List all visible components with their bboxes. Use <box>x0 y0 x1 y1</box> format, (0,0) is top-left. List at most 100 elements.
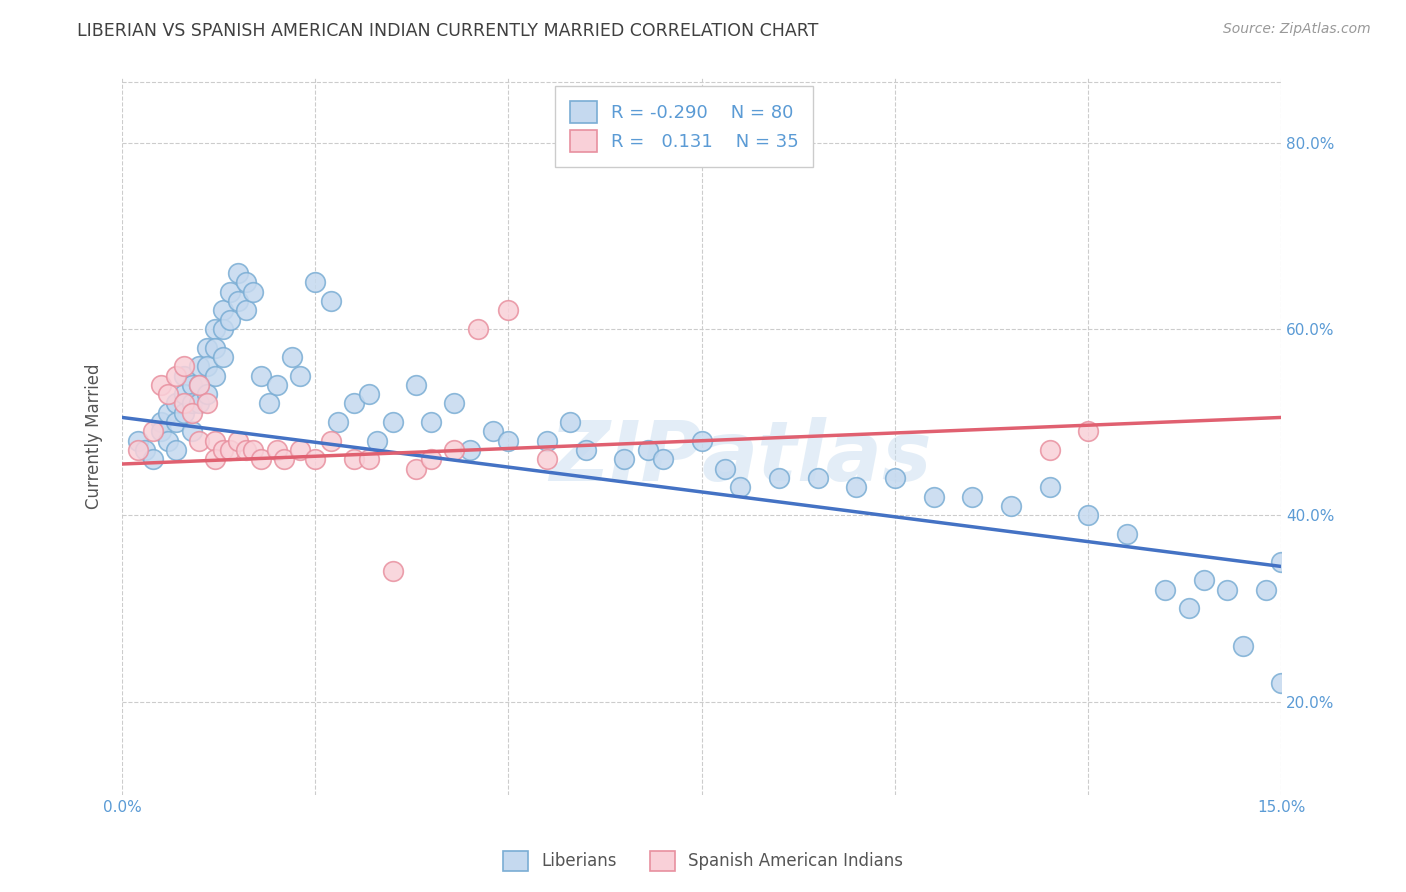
Point <box>204 368 226 383</box>
Point <box>328 415 350 429</box>
Point <box>204 452 226 467</box>
Point <box>304 276 326 290</box>
Point <box>458 443 481 458</box>
Point <box>211 303 233 318</box>
Point <box>165 396 187 410</box>
Text: Source: ZipAtlas.com: Source: ZipAtlas.com <box>1223 22 1371 37</box>
Point <box>195 359 218 374</box>
Point <box>219 285 242 299</box>
Point <box>173 387 195 401</box>
Point <box>845 480 868 494</box>
Point <box>157 406 180 420</box>
Point <box>498 303 520 318</box>
Point <box>498 434 520 448</box>
Point <box>180 377 202 392</box>
Text: atlas: atlas <box>702 417 932 498</box>
Point <box>235 276 257 290</box>
Point <box>420 452 443 467</box>
Point <box>242 285 264 299</box>
Point <box>173 359 195 374</box>
Point <box>188 377 211 392</box>
Point <box>304 452 326 467</box>
Point <box>204 322 226 336</box>
Point <box>359 452 381 467</box>
Point <box>195 396 218 410</box>
Point <box>1154 582 1177 597</box>
Point <box>127 434 149 448</box>
Point <box>157 434 180 448</box>
Point <box>211 350 233 364</box>
Point <box>1038 443 1060 458</box>
Point <box>165 415 187 429</box>
Point <box>359 387 381 401</box>
Point <box>560 415 582 429</box>
Point <box>273 452 295 467</box>
Point <box>266 443 288 458</box>
Point <box>188 377 211 392</box>
Point <box>288 443 311 458</box>
Point <box>960 490 983 504</box>
Point <box>204 434 226 448</box>
Point <box>536 434 558 448</box>
Point <box>281 350 304 364</box>
Point <box>884 471 907 485</box>
Point <box>366 434 388 448</box>
Point <box>1115 527 1137 541</box>
Point <box>173 368 195 383</box>
Legend: R = -0.290    N = 80, R =   0.131    N = 35: R = -0.290 N = 80, R = 0.131 N = 35 <box>555 87 814 167</box>
Point <box>149 377 172 392</box>
Point <box>226 434 249 448</box>
Point <box>149 425 172 439</box>
Point <box>443 396 465 410</box>
Point <box>381 564 404 578</box>
Y-axis label: Currently Married: Currently Married <box>86 363 103 508</box>
Point <box>219 443 242 458</box>
Point <box>219 312 242 326</box>
Point <box>127 443 149 458</box>
Point <box>165 368 187 383</box>
Point <box>235 443 257 458</box>
Point <box>1270 555 1292 569</box>
Point <box>235 303 257 318</box>
Point <box>714 461 737 475</box>
Point <box>188 359 211 374</box>
Text: LIBERIAN VS SPANISH AMERICAN INDIAN CURRENTLY MARRIED CORRELATION CHART: LIBERIAN VS SPANISH AMERICAN INDIAN CURR… <box>77 22 818 40</box>
Point <box>149 415 172 429</box>
Point <box>180 406 202 420</box>
Point <box>319 434 342 448</box>
Point <box>420 415 443 429</box>
Point <box>211 322 233 336</box>
Point <box>188 434 211 448</box>
Point <box>134 443 156 458</box>
Point <box>536 452 558 467</box>
Point <box>807 471 830 485</box>
Point <box>343 396 366 410</box>
Point <box>226 293 249 308</box>
Point <box>443 443 465 458</box>
Point <box>690 434 713 448</box>
Point <box>405 461 427 475</box>
Point <box>188 396 211 410</box>
Point <box>405 377 427 392</box>
Text: ZIP: ZIP <box>550 417 702 498</box>
Point <box>575 443 598 458</box>
Point <box>180 396 202 410</box>
Point <box>768 471 790 485</box>
Point <box>652 452 675 467</box>
Point <box>730 480 752 494</box>
Point <box>482 425 505 439</box>
Point <box>195 387 218 401</box>
Point <box>204 341 226 355</box>
Point <box>266 377 288 392</box>
Point <box>195 341 218 355</box>
Point <box>1038 480 1060 494</box>
Point <box>1232 639 1254 653</box>
Point <box>1077 508 1099 523</box>
Point <box>180 425 202 439</box>
Point <box>1077 425 1099 439</box>
Point <box>157 387 180 401</box>
Point <box>173 396 195 410</box>
Point <box>613 452 636 467</box>
Point <box>1192 574 1215 588</box>
Point <box>381 415 404 429</box>
